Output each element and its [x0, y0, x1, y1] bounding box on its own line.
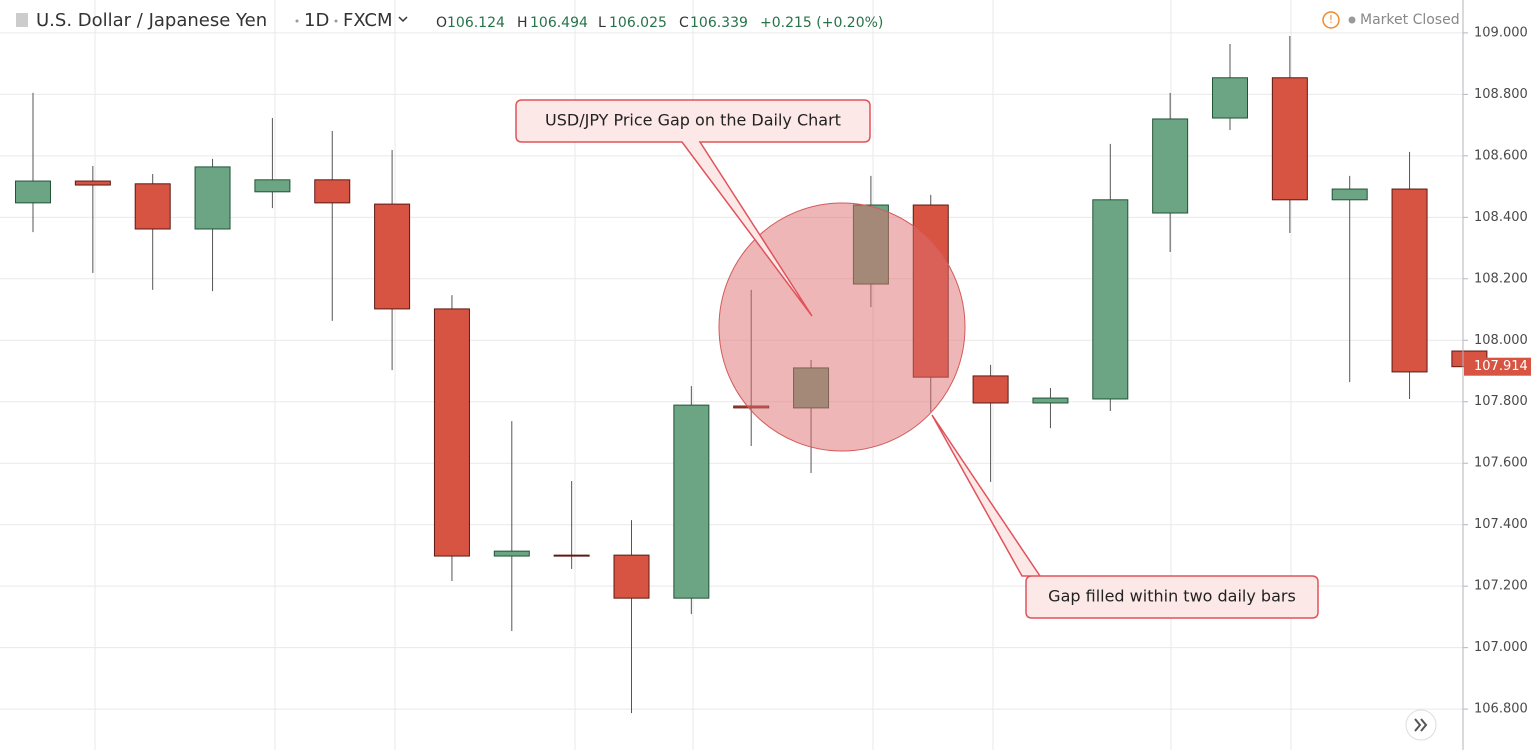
y-tick-label: 109.000 [1474, 25, 1528, 40]
candle-body [74, 180, 111, 186]
ohlc-label: O [436, 15, 447, 31]
ohlc-label: C [679, 15, 689, 31]
symbol: U.S. Dollar / Japanese Yen [36, 10, 267, 31]
callout-2: Gap filled within two daily bars [931, 414, 1319, 619]
annotation: Gap filled within two daily bars [1048, 587, 1296, 606]
ohlc-value: 106.339 [690, 15, 748, 31]
candle-body [673, 404, 710, 599]
candle-body [1271, 77, 1308, 201]
candle-body [1092, 199, 1129, 400]
ohlc-label: L [598, 15, 606, 31]
candle-body [1391, 188, 1428, 373]
candle-body [374, 203, 411, 310]
header: U.S. Dollar / Japanese Yen 1D FXCM O 106.… [16, 10, 1460, 31]
candle-body [433, 308, 470, 557]
candle-body [972, 375, 1009, 404]
candle-body [493, 550, 530, 557]
y-tick-label: 106.800 [1474, 702, 1528, 717]
scroll-button[interactable] [1405, 709, 1437, 741]
candle-body [1032, 397, 1069, 404]
y-tick-label: 108.200 [1474, 271, 1528, 286]
y-tick-label: 107.000 [1474, 640, 1528, 655]
ohlc-value: 106.025 [609, 15, 667, 31]
candle-body [15, 180, 51, 204]
last-price-label: 107.914 [1474, 359, 1528, 374]
y-tick-label: 108.800 [1474, 87, 1528, 102]
source: FXCM [343, 10, 392, 31]
ohlc-value: 106.494 [530, 15, 588, 31]
candle-body [1331, 188, 1368, 201]
y-tick-label: 107.200 [1474, 579, 1528, 594]
change: +0.215 (+0.20%) [760, 15, 883, 31]
y-tick-label: 108.600 [1474, 148, 1528, 163]
candle-body [254, 179, 291, 193]
ohlc-value: 106.124 [447, 15, 505, 31]
interval: 1D [304, 10, 329, 31]
annotation: USD/JPY Price Gap on the Daily Chart [545, 111, 841, 130]
ohlc-label: H [517, 15, 528, 31]
gap-highlight [718, 202, 966, 452]
last-price-tag [1464, 357, 1531, 376]
svg-text:!: ! [1329, 13, 1333, 26]
candle-body [1152, 118, 1189, 214]
candle-body [553, 554, 590, 557]
y-tick-label: 107.400 [1474, 517, 1528, 532]
y-tick-label: 107.800 [1474, 394, 1528, 409]
callout-1: USD/JPY Price Gap on the Daily Chart [515, 99, 871, 317]
candle-body [1212, 77, 1248, 119]
candle-body [134, 183, 171, 230]
status: Market Closed [1360, 12, 1460, 28]
y-tick-label: 108.400 [1474, 210, 1528, 225]
y-tick-label: 107.600 [1474, 456, 1528, 471]
y-tick-label: 108.000 [1474, 333, 1528, 348]
candle-body [613, 554, 650, 599]
candle-body [314, 179, 351, 204]
candle-body [194, 166, 231, 230]
